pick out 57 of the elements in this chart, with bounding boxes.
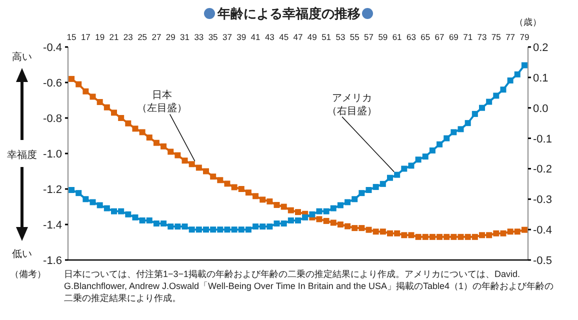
x-tick-label: 17 <box>80 32 91 42</box>
x-tick-label: 31 <box>180 32 190 42</box>
x-tick-label: 35 <box>208 32 218 42</box>
y-tick-label: -1.0 <box>43 148 62 160</box>
x-tick-label: 77 <box>506 32 516 42</box>
y-tick-label: -0.8 <box>43 113 62 125</box>
x-tick-label: 65 <box>420 32 430 42</box>
x-tick-label: 73 <box>477 32 487 42</box>
x-tick-label: 51 <box>322 32 332 42</box>
x-tick-label: 37 <box>222 32 232 42</box>
y-axis-title: 幸福度 <box>7 149 37 161</box>
y-tick-label: -1.4 <box>43 220 62 232</box>
x-tick-label: 29 <box>166 32 176 42</box>
text: （備考） <box>10 268 46 281</box>
x-tick-label: 71 <box>463 32 473 42</box>
x-tick-label: 23 <box>123 32 134 42</box>
text: アメリカ（右目盛） <box>327 92 378 117</box>
x-tick-label: 41 <box>250 32 261 42</box>
x-tick-label: 75 <box>491 32 502 42</box>
x-axis-title: （歳） <box>514 17 542 27</box>
x-tick-label: 39 <box>236 32 246 42</box>
x-tick-label: 33 <box>194 32 204 42</box>
x-tick-label: 63 <box>406 32 416 42</box>
x-tick-label: 59 <box>378 32 388 42</box>
text: 日本については、付注第1−3−1掲載の年齢および年齢の二乗の推定結果により作成。アメリカについては、David. G.Blanchflower, Andrew J.Oswald「Well-Being Over Time In Britain and the USA」掲載のTable4（1）の年齢および年齢の二乗の推定結果により作成。 <box>64 268 554 304</box>
x-tick-label: 67 <box>434 32 445 42</box>
y2-tick-label: -0.4 <box>533 224 552 237</box>
x-tick-label: 53 <box>336 32 346 42</box>
chart-title: 年齢による幸福度の推移 <box>216 6 360 21</box>
x-tick-label: 21 <box>109 32 119 42</box>
y2-tick-label: -0.2 <box>533 164 552 176</box>
y-tick-label: -1.2 <box>43 184 62 196</box>
y2-tick-label: 0.2 <box>533 42 548 54</box>
y2-tick-label: 0.0 <box>533 102 548 115</box>
text: 高い <box>12 51 32 63</box>
x-tick-label: 47 <box>293 32 303 42</box>
x-tick-label: 25 <box>138 32 148 42</box>
series-label: 日本（左目盛） <box>136 89 187 114</box>
x-tick-label: 15 <box>66 32 77 42</box>
x-tick-label: 79 <box>520 32 530 42</box>
y-tick-label: -0.6 <box>43 78 62 90</box>
x-tick-label: 55 <box>350 32 360 42</box>
y2-tick-label: -0.3 <box>533 194 552 206</box>
x-tick-label: 43 <box>264 32 275 42</box>
x-tick-label: 19 <box>95 32 105 42</box>
y2-tick-label: 0.1 <box>533 72 548 84</box>
x-tick-label: 45 <box>279 32 289 42</box>
x-tick-label: 69 <box>448 32 459 42</box>
x-tick-label: 49 <box>307 32 318 42</box>
y2-tick-label: -0.1 <box>533 133 552 146</box>
y2-tick-label: -0.5 <box>533 255 552 267</box>
y-tick-label: -1.6 <box>43 255 62 267</box>
x-tick-label: 27 <box>152 32 162 42</box>
x-tick-label: 61 <box>392 32 402 42</box>
x-tick-label: 57 <box>364 32 374 42</box>
text: 低い <box>12 249 32 260</box>
y-tick-label: -0.4 <box>43 42 62 54</box>
